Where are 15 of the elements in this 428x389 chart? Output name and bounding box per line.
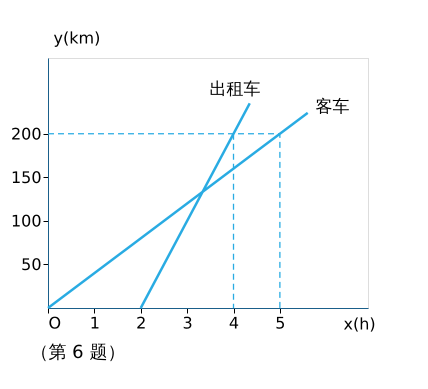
y-tick-label: 200 <box>10 124 42 144</box>
y-axis-title: y(km) <box>54 28 100 48</box>
y-tick-label: 50 <box>21 254 42 274</box>
y-tick-label: 150 <box>10 168 42 187</box>
series-label: 出租车 <box>210 79 261 100</box>
x-axis-title: x(h) <box>344 314 376 334</box>
x-tick-label: 2 <box>136 314 146 332</box>
x-tick-label: 1 <box>90 314 100 332</box>
series-label: 客车 <box>316 96 350 117</box>
y-tick-label: 100 <box>10 211 42 230</box>
x-tick-label: 5 <box>275 314 286 332</box>
x-tick-label: O <box>48 314 62 332</box>
text: （第 6 题） <box>30 342 126 363</box>
x-tick-label: 4 <box>228 314 240 332</box>
x-tick-label: 3 <box>182 314 193 332</box>
